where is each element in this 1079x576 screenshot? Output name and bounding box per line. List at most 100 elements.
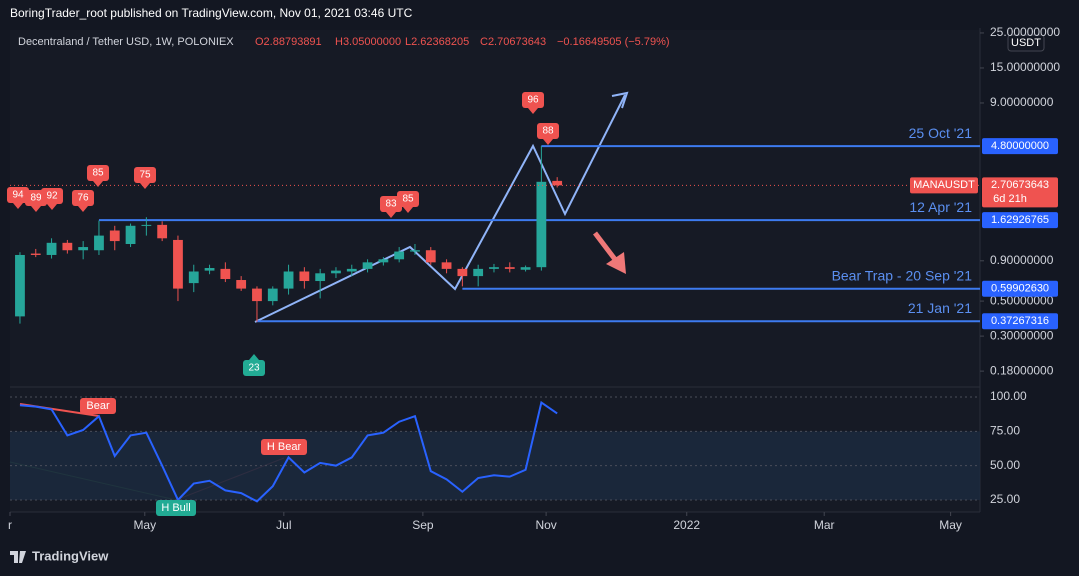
level-price: 4.80000000: [991, 140, 1049, 152]
x-tick-label: Nov: [535, 518, 556, 532]
y-tick-label: 0.30000000: [990, 328, 1054, 342]
level-price-box: [982, 212, 1058, 229]
x-tick-label: Jul: [276, 518, 291, 532]
tag-pointer: [47, 204, 57, 210]
tag-label: 85: [402, 194, 414, 205]
open: O2.88793891: [255, 36, 322, 48]
tag-box: [72, 190, 94, 206]
level-price-box: [982, 138, 1058, 155]
signal-tag: 23: [243, 354, 265, 376]
down-arrowhead: [606, 252, 626, 274]
change: −0.16649505 (−5.79%): [557, 36, 670, 48]
tag-pointer: [78, 206, 88, 212]
level-name: 25 Oct '21: [909, 125, 973, 141]
candle-body: [30, 253, 41, 255]
divergence-label: H Bear: [267, 441, 302, 453]
divergence-label: Bear: [86, 400, 110, 412]
candle-body: [62, 242, 73, 251]
tag-label: 94: [12, 190, 24, 201]
publisher: BoringTrader_root published on TradingVi…: [10, 6, 413, 20]
candle-body: [94, 235, 104, 251]
rsi-tick-label: 50.00: [990, 458, 1020, 472]
candle-body: [141, 224, 152, 226]
rsi-line: [19, 400, 558, 503]
candle-body: [78, 247, 89, 251]
candle-body: [283, 271, 294, 289]
candle-body: [236, 280, 247, 289]
candle-body: [252, 288, 262, 302]
x-tick-label: May: [133, 518, 156, 532]
tag-label: 88: [542, 126, 554, 137]
candle-body: [109, 230, 120, 242]
candle-body: [125, 225, 136, 245]
y-tick-label: 25.00000000: [990, 25, 1060, 39]
tag-pointer: [31, 206, 41, 212]
candle-body: [362, 262, 373, 269]
tag-label: 83: [385, 199, 397, 210]
candle-body: [188, 271, 199, 284]
candle-body: [15, 254, 25, 317]
rsi-tick-label: 75.00: [990, 423, 1020, 437]
x-tick-label: Mar: [814, 518, 835, 532]
symbol: Decentraland / Tether USD, 1W, POLONIEX: [18, 36, 234, 48]
tag-pointer: [543, 139, 553, 145]
candle-body: [394, 251, 405, 260]
projection-arrowhead: [611, 91, 629, 109]
candle-body: [46, 242, 57, 255]
tag-box: [87, 165, 109, 181]
down-arrow: [593, 231, 619, 264]
symbol-box: [910, 177, 978, 194]
candle-body: [552, 180, 563, 186]
level-price-box: [982, 280, 1058, 297]
level-name: Bear Trap - 20 Sep '21: [832, 267, 973, 283]
tag-label: 75: [139, 170, 151, 181]
signal-tag: 96: [522, 92, 544, 114]
tag-label: 96: [527, 95, 539, 106]
level-price: 1.62926765: [991, 214, 1049, 226]
candle-body: [410, 250, 420, 252]
currency-box[interactable]: [1007, 34, 1045, 52]
tag-pointer: [249, 354, 259, 360]
rsi-tick-label: 25.00: [990, 492, 1020, 506]
divergence-box: [156, 500, 196, 516]
signal-tag: 94: [7, 187, 29, 209]
divergence-box: [80, 398, 116, 414]
signal-tag: 85: [87, 165, 109, 187]
tag-pointer: [93, 181, 103, 187]
last-price-box: [982, 177, 1058, 208]
tag-box: [243, 360, 265, 376]
tag-label: 92: [46, 191, 58, 202]
divergence-box: [261, 439, 307, 455]
tag-box: [380, 196, 402, 212]
candle-body: [267, 288, 278, 302]
currency[interactable]: USDT: [1011, 37, 1041, 49]
tag-label: 89: [30, 193, 42, 204]
candle-body: [441, 262, 452, 269]
tag-pointer: [528, 108, 538, 114]
tag-box: [41, 188, 63, 204]
candle-body: [520, 267, 531, 270]
candle-body: [473, 268, 484, 277]
y-tick-label: 0.50000000: [990, 293, 1054, 307]
candle-body: [489, 267, 499, 269]
level-price: 0.37267316: [991, 315, 1049, 327]
x-tick-label: 2022: [673, 518, 700, 532]
rsi-tick-label: 100.00: [990, 389, 1027, 403]
signal-tag: 75: [134, 167, 156, 189]
y-tick-label: 15.00000000: [990, 60, 1060, 74]
tag-box: [134, 167, 156, 183]
symbol-label: MANAUSDT: [913, 179, 975, 191]
candle-body: [346, 268, 357, 272]
tag-label: 85: [92, 168, 104, 179]
signal-tag: 85: [397, 191, 419, 213]
tag-box: [397, 191, 419, 207]
x-tick-label: May: [939, 518, 962, 532]
candle-body: [299, 271, 310, 282]
x-tick-label: Sep: [412, 518, 434, 532]
tag-box: [537, 123, 559, 139]
tag-pointer: [403, 207, 413, 213]
low: L2.62368205: [405, 36, 469, 48]
candle-body: [157, 224, 168, 239]
candle-body: [331, 270, 341, 274]
last-price: 2.70673643: [991, 179, 1049, 191]
